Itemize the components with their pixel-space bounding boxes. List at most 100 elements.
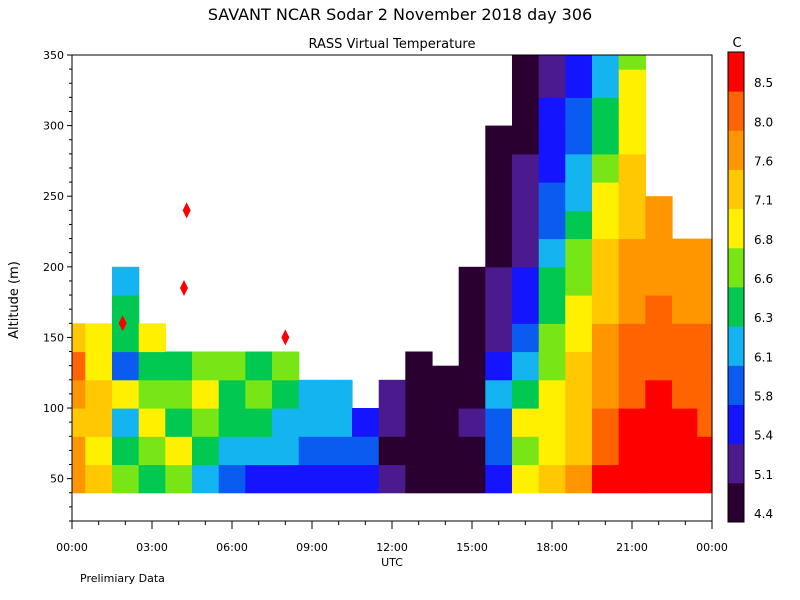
heat-cell	[512, 97, 540, 127]
heat-cell	[592, 238, 620, 268]
heat-cell	[538, 210, 566, 240]
heat-cell	[72, 464, 86, 494]
y-tick-label: 200	[43, 261, 64, 274]
heat-cell	[512, 436, 540, 466]
heat-cell	[272, 408, 300, 437]
heat-cell	[697, 379, 713, 409]
chart-subtitle: RASS Virtual Temperature	[309, 37, 476, 52]
heat-cell	[245, 351, 273, 381]
heat-cell	[72, 436, 86, 466]
heat-cell	[405, 436, 433, 466]
heat-spot	[182, 202, 191, 219]
heat-cell	[378, 408, 406, 437]
heat-cell	[672, 323, 698, 353]
heat-cell	[592, 210, 620, 240]
heat-cell	[565, 182, 593, 211]
x-tick-label: 09:00	[296, 541, 328, 554]
heat-cell	[565, 238, 593, 268]
colorbar-swatch	[728, 365, 744, 405]
heat-cell	[165, 464, 193, 494]
heat-cell	[512, 69, 540, 98]
heat-cell	[485, 436, 513, 466]
heat-cell	[138, 408, 166, 437]
colorbar-swatch	[728, 247, 744, 288]
colorbar-label: 5.4	[754, 429, 773, 443]
heat-cell	[512, 125, 540, 155]
heat-cell	[512, 55, 540, 70]
heat-cell	[458, 351, 486, 381]
y-tick-label: 300	[43, 120, 64, 133]
heat-cell	[192, 436, 220, 466]
colorbar-label: 5.8	[754, 390, 773, 404]
colorbar-label: 4.4	[754, 507, 773, 521]
heat-cell	[85, 408, 113, 437]
colorbar-label: 8.5	[754, 76, 773, 90]
colorbar-label: 6.1	[754, 350, 773, 364]
heat-cell	[565, 153, 593, 183]
heat-cell	[565, 379, 593, 409]
y-tick-label: 150	[43, 331, 64, 344]
heat-cell	[138, 436, 166, 466]
heat-cell	[645, 379, 673, 409]
heat-cell	[378, 464, 406, 494]
heat-cell	[112, 295, 140, 324]
colorbar-frame	[727, 51, 745, 523]
heat-cell	[485, 210, 513, 240]
heat-cell	[72, 351, 86, 381]
y-axis-label: Altitude (m)	[7, 261, 22, 339]
heat-cell	[592, 379, 620, 409]
heat-cell	[592, 153, 620, 183]
y-tick-label: 350	[43, 49, 64, 62]
heat-cell	[458, 295, 486, 324]
heat-cell	[645, 210, 673, 240]
heat-cell	[512, 295, 540, 324]
heat-cell	[565, 69, 593, 98]
x-tick-label: 00:00	[56, 541, 88, 554]
heat-cell	[512, 266, 540, 296]
heat-cell	[565, 266, 593, 296]
heat-cell	[565, 97, 593, 127]
y-tick-label: 100	[43, 402, 64, 415]
heat-cell	[112, 464, 140, 494]
heat-cell	[112, 436, 140, 466]
heat-cell	[245, 436, 273, 466]
heat-cell	[672, 464, 698, 494]
colorbar-label: 8.0	[754, 115, 773, 129]
heat-cell	[538, 125, 566, 155]
heat-cell	[565, 55, 593, 70]
heat-cell	[645, 464, 673, 494]
heat-cell	[458, 266, 486, 296]
axes-layer: 50 100 150 200 250 300 350 00:00 03:00 06:00 09:00…	[43, 49, 728, 554]
heat-cell	[592, 69, 620, 98]
heat-cell	[592, 266, 620, 296]
heat-cell	[405, 408, 433, 437]
heat-cell	[432, 365, 460, 381]
heat-cell	[352, 436, 380, 466]
heat-cell	[458, 323, 486, 353]
heat-cell	[697, 408, 713, 437]
colorbar-label: 6.3	[754, 311, 773, 325]
heat-cell	[618, 323, 646, 353]
heat-cell	[565, 351, 593, 381]
y-tick-label: 50	[50, 473, 64, 486]
heat-cell	[618, 97, 646, 127]
colorbar-swatch	[728, 169, 744, 210]
heat-cell	[512, 351, 540, 381]
heat-cell	[618, 125, 646, 155]
heat-cell	[618, 153, 646, 183]
heat-cell	[592, 295, 620, 324]
heat-cell	[272, 436, 300, 466]
heat-cell	[485, 408, 513, 437]
heat-cell	[458, 408, 486, 437]
heat-cell	[458, 436, 486, 466]
colorbar-swatch	[728, 443, 744, 484]
heatmap-layer	[72, 55, 713, 494]
heat-cell	[218, 351, 246, 381]
heat-cell	[192, 351, 220, 381]
heat-cell	[485, 266, 513, 296]
heat-cell	[245, 379, 273, 409]
heat-cell	[538, 238, 566, 268]
heat-cell	[458, 379, 486, 409]
heat-cell	[432, 436, 460, 466]
colorbar-label: 7.6	[754, 155, 773, 169]
